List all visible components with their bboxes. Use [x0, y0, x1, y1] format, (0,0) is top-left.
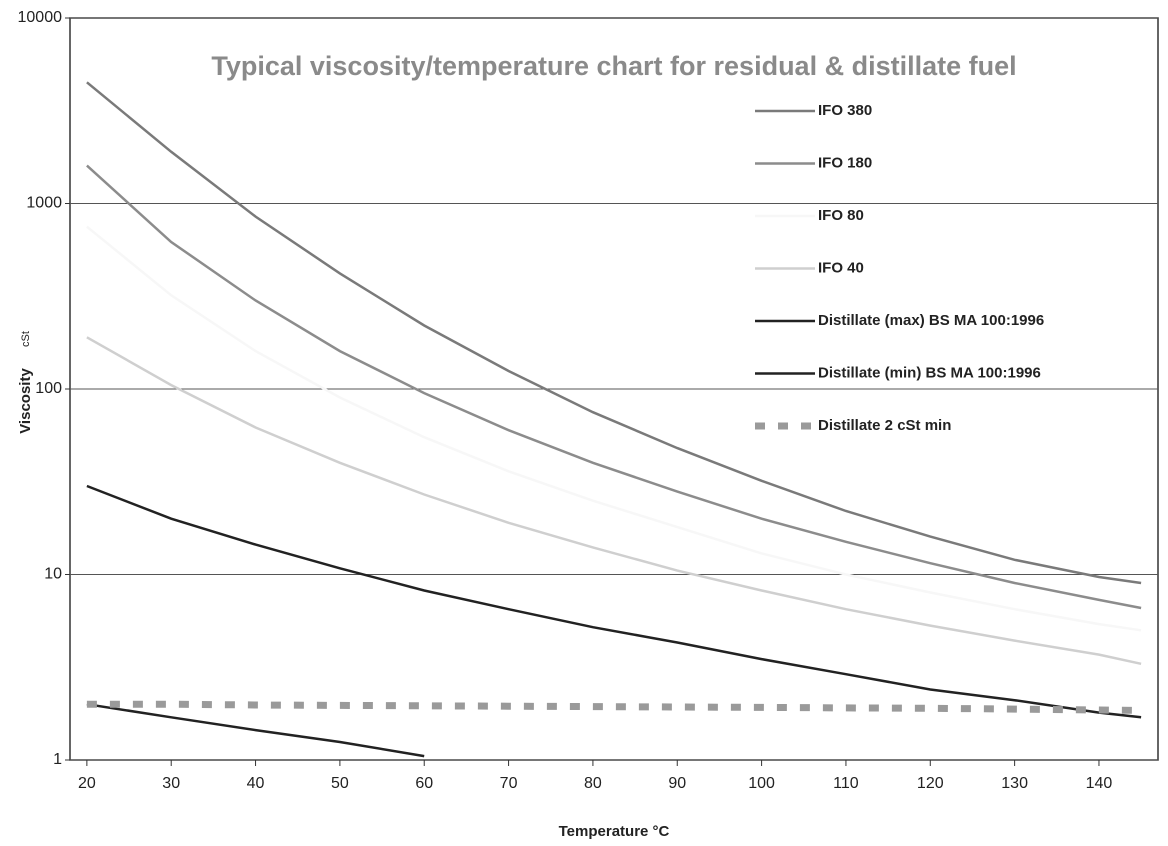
legend-label: Distillate 2 cSt min: [818, 417, 951, 434]
y-axis-label-group: Viscosity cSt: [17, 331, 34, 434]
series-line: [86, 484, 1142, 719]
x-tick-label: 60: [415, 775, 433, 792]
chart-title: Typical viscosity/temperature chart for …: [211, 51, 1016, 81]
x-tick-label: 30: [162, 775, 180, 792]
series-line: [86, 81, 1142, 585]
x-tick-label: 80: [584, 775, 602, 792]
legend-label: Distillate (min) BS MA 100:1996: [818, 364, 1041, 381]
series-line: [86, 225, 1142, 632]
series-line: [86, 702, 425, 758]
legend-label: IFO 180: [818, 154, 872, 171]
x-tick-label: 110: [833, 775, 859, 792]
y-tick-label: 10000: [18, 9, 63, 26]
series-line: [86, 336, 1142, 666]
x-tick-label: 100: [748, 775, 775, 792]
y-tick-label: 1000: [26, 195, 62, 212]
y-tick-label: 100: [35, 380, 62, 397]
x-tick-label: 40: [247, 775, 265, 792]
x-tick-label: 90: [668, 775, 686, 792]
series-line: [86, 164, 1142, 610]
x-tick-label: 130: [1001, 775, 1028, 792]
y-axis-label: Viscosity: [17, 368, 34, 434]
legend-label: IFO 380: [818, 102, 872, 119]
y-tick-label: 10: [44, 566, 62, 583]
legend-label: Distillate (max) BS MA 100:1996: [818, 312, 1044, 329]
y-axis-unit: cSt: [20, 331, 32, 347]
x-axis-label: Temperature °C: [559, 823, 670, 840]
x-tick-label: 20: [78, 775, 96, 792]
legend-label: IFO 80: [818, 207, 864, 224]
x-tick-label: 50: [331, 775, 349, 792]
legend-label: IFO 40: [818, 259, 864, 276]
y-tick-label: 1: [53, 751, 62, 768]
x-tick-label: 120: [917, 775, 944, 792]
x-tick-label: 70: [500, 775, 518, 792]
x-tick-label: 140: [1086, 775, 1113, 792]
series-line: [86, 700, 1142, 714]
